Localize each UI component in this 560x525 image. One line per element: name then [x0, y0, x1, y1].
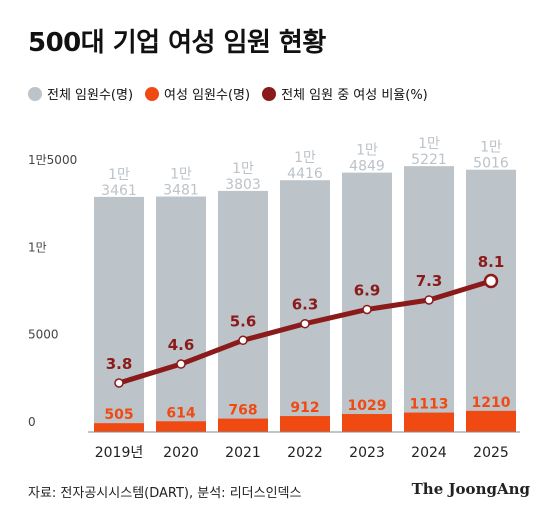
legend-label-ratio: 전체 임원 중 여성 비율(%): [281, 88, 428, 103]
total-bar-label-bottom: 4416: [287, 166, 323, 182]
total-bar-label-top: 1만: [356, 143, 378, 159]
legend-swatch-total: [28, 86, 42, 101]
female-bar-label: 768: [228, 403, 257, 419]
total-bar-label-top: 1만: [170, 167, 192, 183]
y-tick-label: 5000: [28, 328, 59, 342]
total-bar: [466, 169, 516, 433]
x-tick-label: 2022: [287, 445, 323, 461]
total-bar: [94, 196, 144, 432]
x-tick-label: 2019년: [95, 445, 144, 461]
y-tick-label: 0: [28, 415, 36, 429]
ratio-point: [362, 304, 372, 315]
total-bar-label-bottom: 5221: [411, 152, 447, 168]
legend-item-ratio: 전체 임원 중 여성 비율(%): [262, 84, 428, 103]
chart-title: 500대 기업 여성 임원 현황: [28, 28, 326, 58]
legend-label-female: 여성 임원수(명): [164, 88, 251, 103]
legend-swatch-ratio: [262, 86, 277, 101]
ratio-point: [238, 335, 248, 346]
total-bar-label-bottom: 5016: [473, 156, 509, 172]
ratio-label: 3.8: [106, 355, 133, 373]
total-bar-label-bottom: 3481: [163, 183, 199, 199]
total-bar-label-top: 1만: [108, 167, 130, 183]
female-bar: [218, 418, 268, 432]
ratio-point: [483, 273, 499, 289]
ratio-point: [114, 378, 124, 388]
total-bar-label-top: 1만: [294, 150, 316, 166]
total-bar: [218, 190, 268, 432]
legend: 전체 임원수(명) 여성 임원수(명) 전체 임원 중 여성 비율(%): [28, 84, 428, 103]
female-bar: [94, 423, 144, 432]
ratio-label: 6.3: [292, 296, 319, 314]
y-tick-label: 1만5000: [28, 153, 77, 167]
female-bar-label: 912: [290, 400, 319, 416]
x-tick-label: 2020: [163, 445, 199, 461]
source-note: 자료: 전자공시시스템(DART), 분석: 리더스인덱스: [28, 486, 302, 501]
ratio-point: [424, 295, 434, 305]
female-bar: [404, 412, 454, 432]
female-bar: [466, 410, 516, 432]
x-tick-label: 2023: [349, 445, 385, 461]
publisher-logo: The JoongAng: [411, 480, 530, 498]
x-tick-label: 2024: [411, 445, 447, 461]
x-tick-label: 2021: [225, 445, 261, 461]
total-bar-label-top: 1만: [480, 140, 502, 156]
ratio-point: [176, 359, 186, 369]
ratio-label: 5.6: [230, 312, 257, 330]
ratio-label: 6.9: [354, 281, 381, 299]
female-bar-label: 1029: [348, 398, 387, 414]
female-bar-label: 1210: [472, 395, 511, 411]
female-bar-label: 1113: [410, 397, 449, 413]
total-bar-label-top: 1만: [232, 161, 254, 177]
legend-item-total: 전체 임원수(명): [28, 84, 133, 103]
x-tick-label: 2025: [473, 445, 509, 461]
total-bar-label-bottom: 3461: [101, 183, 137, 199]
total-bar-label-top: 1만: [418, 136, 440, 152]
ratio-label: 8.1: [478, 253, 505, 271]
female-bar-label: 505: [104, 407, 133, 423]
y-tick-label: 1만: [28, 240, 47, 254]
ratio-label: 4.6: [168, 336, 195, 354]
legend-swatch-female: [145, 86, 160, 101]
legend-item-female: 여성 임원수(명): [145, 84, 250, 103]
ratio-label: 7.3: [416, 272, 443, 290]
female-bar: [156, 421, 206, 432]
total-bar: [280, 180, 330, 432]
total-bar-label-bottom: 3803: [225, 177, 261, 193]
total-bar: [156, 196, 206, 432]
total-bar-label-bottom: 4849: [349, 159, 385, 175]
female-bar-label: 614: [166, 405, 195, 421]
female-bar: [280, 416, 330, 432]
female-bar: [342, 414, 392, 432]
ratio-point: [300, 318, 310, 329]
total-bar: [342, 172, 392, 433]
legend-label-total: 전체 임원수(명): [47, 88, 134, 103]
